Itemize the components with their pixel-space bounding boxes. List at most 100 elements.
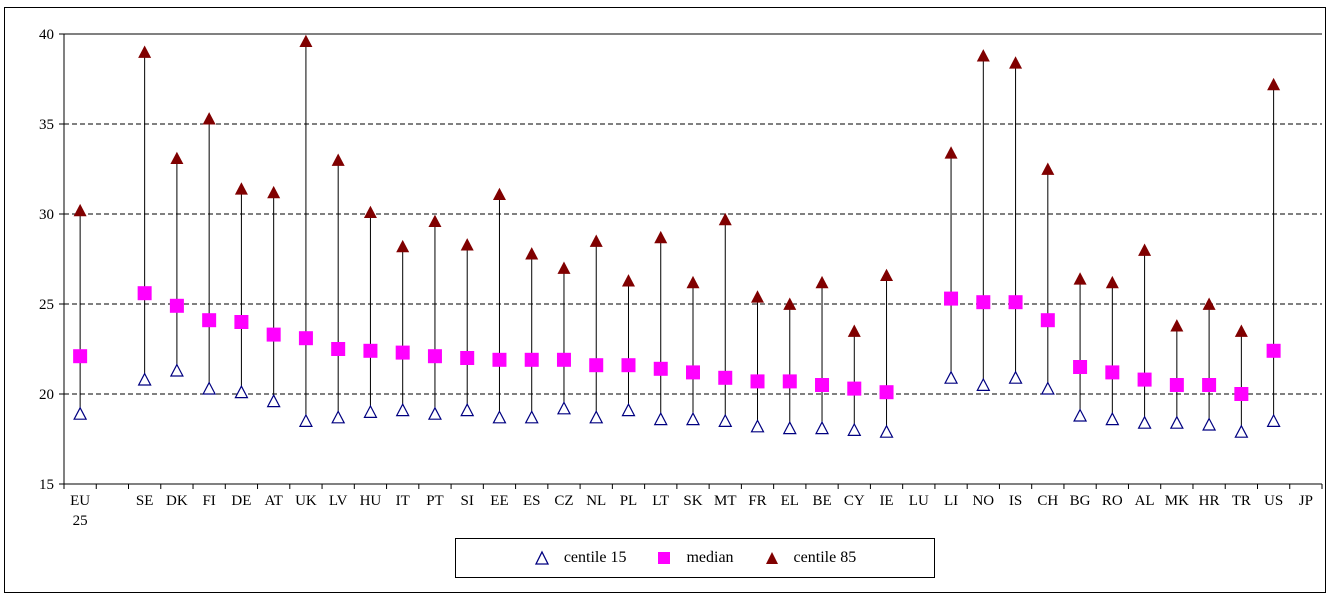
x-tick-label-lv: LV	[329, 493, 348, 509]
point-centile-85-si	[460, 238, 474, 251]
x-tick-label-eu: EU	[70, 493, 90, 509]
point-median-ie	[879, 385, 894, 400]
point-centile-15-cz	[556, 401, 571, 415]
x-tick-label-si: SI	[461, 493, 474, 509]
point-centile-85-li	[944, 146, 958, 159]
x-tick-label-no: NO	[972, 493, 994, 509]
point-median-cz	[556, 352, 571, 367]
x-tick-label-es: ES	[523, 493, 541, 509]
point-median-is	[1008, 295, 1023, 310]
point-centile-85-lt	[654, 230, 668, 244]
point-centile-15-ch	[1040, 381, 1055, 395]
x-tick-label-lu: LU	[909, 493, 929, 509]
point-median-nl	[589, 358, 604, 373]
point-centile-15-fr	[750, 419, 765, 433]
point-centile-15-mt	[718, 413, 733, 427]
point-median-fi	[202, 313, 217, 328]
point-centile-15-fi	[202, 381, 217, 395]
point-centile-15-us	[1266, 413, 1281, 427]
point-centile-85-ro	[1105, 275, 1119, 289]
point-centile-15-pt	[427, 406, 442, 420]
point-median-pt	[427, 349, 442, 364]
point-centile-85-mt	[718, 212, 732, 226]
point-centile-15-de	[234, 384, 249, 399]
point-centile-85-sk	[686, 275, 700, 289]
legend-item-centile-15: centile 15	[534, 549, 626, 567]
x-tick-label-al: AL	[1135, 493, 1155, 509]
y-tick-label-30: 30	[39, 207, 54, 223]
point-centile-85-de	[234, 182, 248, 195]
point-centile-85-fr	[751, 290, 765, 303]
point-centile-85-no	[976, 49, 990, 62]
point-median-bg	[1073, 360, 1088, 374]
point-centile-15-eu	[73, 406, 88, 420]
point-median-al	[1137, 372, 1152, 387]
point-centile-15-sk	[686, 411, 700, 426]
point-centile-15-nl	[589, 410, 604, 424]
point-centile-15-be	[815, 420, 830, 435]
point-centile-15-ie	[879, 424, 894, 438]
point-centile-15-lv	[331, 410, 346, 424]
point-median-mk	[1169, 378, 1184, 392]
x-tick-label-de: DE	[231, 493, 251, 509]
point-median-sk	[686, 365, 700, 380]
point-centile-15-el	[782, 420, 797, 435]
point-median-li	[944, 291, 959, 306]
point-centile-15-tr	[1234, 424, 1249, 438]
point-median-dk	[169, 298, 184, 313]
point-centile-85-at	[267, 185, 281, 199]
x-tick-label-lt: LT	[652, 493, 669, 509]
x-tick-label-uk: UK	[295, 493, 317, 509]
point-centile-85-ch	[1041, 162, 1055, 175]
x-tick-label-fi: FI	[202, 493, 215, 509]
point-centile-15-ee	[492, 410, 507, 424]
x-tick-label-nl: NL	[586, 493, 606, 509]
point-centile-85-dk	[170, 151, 184, 165]
point-centile-85-es	[525, 247, 539, 260]
x-tick-label-fr: FR	[748, 493, 766, 509]
point-median-at	[266, 327, 281, 342]
x-tick-label-at: AT	[264, 493, 282, 509]
point-median-es	[524, 352, 539, 367]
x-tick-label-cz: CZ	[554, 493, 573, 509]
point-centile-85-tr	[1234, 324, 1248, 337]
point-centile-85-el	[783, 297, 797, 310]
x-tick-label-tr: TR	[1232, 493, 1251, 509]
point-median-lv	[331, 342, 346, 356]
point-centile-15-al	[1137, 415, 1152, 429]
point-centile-15-se	[137, 372, 152, 386]
point-centile-85-lv	[331, 153, 345, 166]
point-centile-85-hu	[363, 205, 377, 219]
y-tick-label-35: 35	[39, 117, 54, 133]
legend-open-triangle-icon	[534, 550, 549, 565]
point-median-pl	[621, 358, 636, 373]
x-tick-label-dk: DK	[166, 493, 188, 509]
point-centile-85-eu	[73, 203, 87, 217]
x-tick-label-hu: HU	[360, 493, 382, 509]
x-tick-label-ro: RO	[1102, 493, 1123, 509]
x-tick-label-be: BE	[812, 493, 831, 509]
point-median-ee	[492, 352, 507, 367]
point-median-si	[460, 351, 475, 365]
legend-item-centile-85: centile 85	[764, 549, 857, 567]
point-centile-15-uk	[298, 413, 313, 427]
legend-label-median: median	[686, 549, 734, 566]
point-centile-15-no	[976, 377, 991, 391]
point-centile-85-ie	[880, 268, 894, 282]
point-centile-15-is	[1008, 370, 1023, 384]
point-centile-15-mk	[1169, 415, 1184, 429]
x-tick-label-li: LI	[944, 493, 958, 509]
point-centile-15-cy	[847, 422, 862, 436]
point-centile-15-it	[395, 402, 410, 417]
x-tick-label-sk: SK	[683, 493, 702, 509]
point-centile-85-bg	[1073, 272, 1087, 285]
y-tick-label-20: 20	[39, 387, 54, 403]
point-centile-15-si	[460, 402, 475, 417]
point-centile-15-bg	[1073, 408, 1088, 422]
x-tick-label-ch: CH	[1037, 493, 1058, 509]
point-median-de	[234, 315, 249, 329]
legend-label-centile-85: centile 85	[793, 549, 857, 566]
legend-item-median: median	[656, 549, 734, 567]
legend: centile 15 median centile 85	[455, 538, 935, 578]
point-centile-85-pt	[428, 214, 442, 228]
